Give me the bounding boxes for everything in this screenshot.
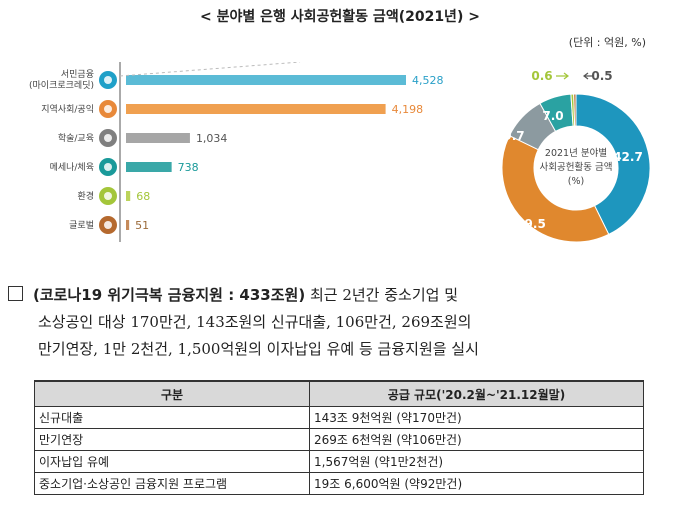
- table-cell-amount: 19조 6,600억원 (약92만건): [309, 472, 644, 495]
- table-row: 이자납입 유예 1,567억원 (약1만2천건): [34, 450, 644, 473]
- category-label: 환경: [77, 190, 94, 202]
- slice-label: 0.5: [591, 70, 612, 83]
- table-cell-amount: 143조 9천억원 (약170만건): [309, 406, 644, 429]
- paragraph-line-2: 소상공인 대상 170만건, 143조원의 신규대출, 106만건, 269조원…: [38, 313, 472, 331]
- bar: [126, 220, 130, 230]
- bar: [126, 133, 190, 143]
- category-label: 학술/교육: [58, 133, 94, 144]
- table-cell-category: 이자납입 유예: [34, 450, 310, 473]
- medal-icon: [99, 158, 117, 176]
- slice-label: 39.5: [516, 217, 546, 231]
- community-icon: [99, 100, 117, 118]
- value-label: 4,528: [412, 74, 444, 87]
- plant-icon: [99, 187, 117, 205]
- slice-label: 9.7: [503, 129, 524, 143]
- table-cell-category: 만기연장: [34, 428, 310, 451]
- donut-center-label: (%): [568, 176, 584, 187]
- value-label: 4,198: [392, 103, 424, 116]
- bar: [126, 191, 131, 201]
- table-header-row: 구분 공급 규모('20.2월~'21.12월말): [34, 380, 644, 407]
- table-row: 신규대출 143조 9천억원 (약170만건): [34, 406, 644, 429]
- category-label: 지역사회/공익: [41, 103, 94, 115]
- unit-label: (단위 : 억원, %): [568, 36, 646, 49]
- bar: [126, 75, 406, 85]
- checkbox-square-icon: [8, 286, 23, 301]
- piggy-bank-icon: [99, 71, 117, 89]
- value-label: 68: [136, 190, 150, 203]
- bar: [126, 162, 172, 172]
- graduation-cap-icon: [99, 129, 117, 147]
- bar-chart: 서민금융 (마이크로크레딧) 4,528 지역사회/공익 4,198 학술/교육 1,034…: [29, 62, 444, 242]
- donut-slice: [501, 134, 610, 243]
- decorative-line: [119, 62, 301, 77]
- paragraph-line-3: 만기연장, 1만 2천건, 1,500억원의 이자납입 유예 등 금융지원을 실…: [38, 340, 479, 358]
- arrow-icon: [556, 72, 569, 80]
- slice-label: 42.7: [613, 150, 643, 164]
- table-cell-amount: 269조 6천억원 (약106만건): [309, 428, 644, 451]
- paragraph-bold-lead: (코로나19 위기극복 금융지원 : 433조원): [33, 286, 306, 304]
- value-label: 1,034: [196, 132, 228, 145]
- category-label: 메세나/체육: [50, 162, 94, 173]
- globe-icon: [99, 216, 117, 234]
- category-label: 서민금융 (마이크로크레딧): [29, 69, 94, 91]
- donut-slice: [573, 93, 577, 127]
- table-row: 중소기업·소상공인 금융지원 프로그램 19조 6,600억원 (약92만건): [34, 472, 644, 495]
- support-paragraph: (코로나19 위기극복 금융지원 : 433조원) 최근 2년간 중소기업 및 …: [8, 282, 672, 363]
- table-header-category: 구분: [34, 380, 310, 407]
- bar: [126, 104, 386, 114]
- slice-label: 7.0: [542, 109, 563, 123]
- table-cell-amount: 1,567억원 (약1만2천건): [309, 450, 644, 473]
- table-cell-category: 중소기업·소상공인 금융지원 프로그램: [34, 472, 310, 495]
- donut-center-label: 2021년 분야별: [545, 148, 607, 159]
- arrow-icon: [583, 72, 594, 80]
- paragraph-text: 최근 2년간 중소기업 및: [305, 286, 459, 304]
- donut-slice: [575, 93, 651, 236]
- chart-title: < 분야별 은행 사회공헌활동 금액(2021년) >: [200, 9, 480, 25]
- donut-center-label: 사회공헌활동 금액: [540, 161, 613, 173]
- table-row: 만기연장 269조 6천억원 (약106만건): [34, 428, 644, 451]
- table-header-amount: 공급 규모('20.2월~'21.12월말): [309, 380, 644, 407]
- category-label: 글로벌: [69, 220, 94, 231]
- value-label: 51: [135, 219, 149, 232]
- paragraph-line-1: (코로나19 위기극복 금융지원 : 433조원) 최근 2년간 중소기업 및: [8, 282, 672, 309]
- slice-label: 0.6: [531, 70, 552, 83]
- support-table: 구분 공급 규모('20.2월~'21.12월말) 신규대출 143조 9천억원…: [34, 380, 644, 495]
- table-cell-category: 신규대출: [34, 406, 310, 429]
- value-label: 738: [178, 161, 199, 174]
